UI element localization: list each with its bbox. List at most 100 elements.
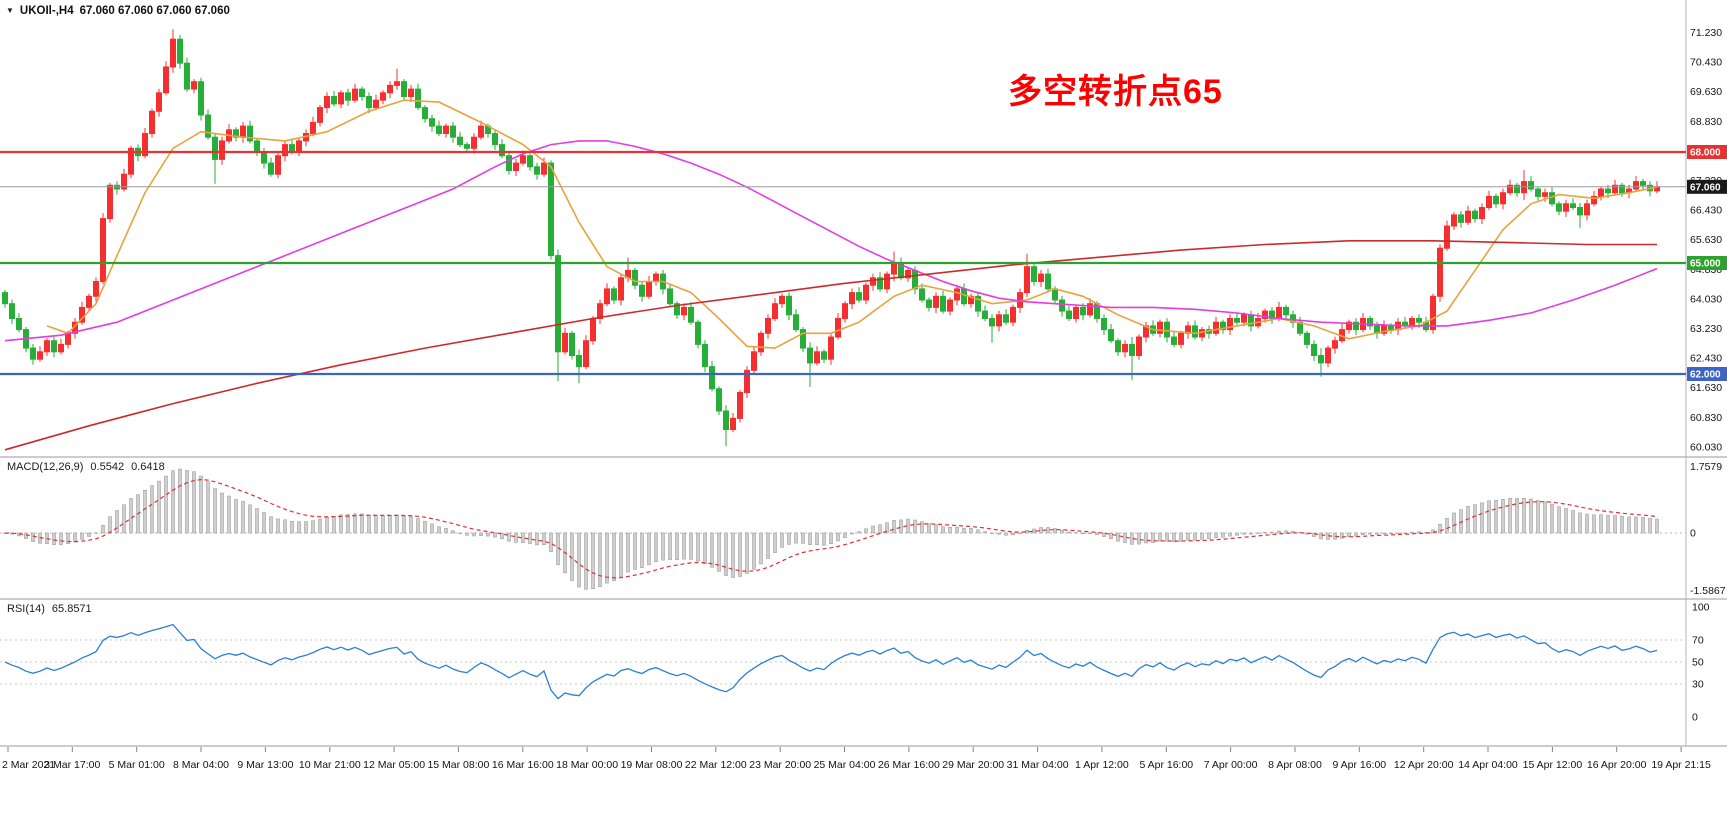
- candle: [779, 295, 785, 305]
- candle: [1024, 266, 1030, 294]
- candle: [513, 162, 519, 172]
- time-tick-label: 22 Mar 12:00: [685, 759, 747, 771]
- candle: [940, 295, 946, 312]
- candle: [1381, 325, 1387, 334]
- candle: [548, 162, 554, 257]
- candle: [1066, 310, 1072, 320]
- candle: [429, 118, 435, 127]
- candle: [450, 125, 456, 138]
- macd-axis-label: 0: [1690, 528, 1696, 540]
- ma-line-fast: [46, 99, 1658, 349]
- candle: [254, 140, 260, 153]
- rsi-axis-label: 50: [1692, 657, 1704, 669]
- candle: [107, 184, 113, 220]
- price-tick-label: 66.430: [1690, 205, 1722, 217]
- price-tick-label: 62.430: [1690, 353, 1722, 365]
- chart-annotation[interactable]: 多空转折点65: [1008, 73, 1223, 111]
- price-tick-label: 65.630: [1690, 234, 1722, 246]
- candle: [408, 88, 414, 97]
- candle: [1241, 314, 1247, 323]
- candle: [1353, 321, 1359, 331]
- candle: [730, 417, 736, 430]
- candle: [93, 281, 99, 297]
- candle: [1612, 184, 1618, 194]
- candle: [457, 136, 463, 146]
- candle: [702, 343, 708, 368]
- candle: [1486, 195, 1492, 208]
- candle: [373, 99, 379, 109]
- candle: [1311, 343, 1317, 356]
- time-tick-label: 5 Mar 01:00: [109, 759, 165, 771]
- time-tick-label: 9 Apr 16:00: [1332, 759, 1386, 771]
- price-tick-label: 63.230: [1690, 323, 1722, 335]
- candle: [975, 295, 981, 312]
- candle: [695, 321, 701, 345]
- candle: [786, 295, 792, 316]
- candle: [863, 284, 869, 301]
- candle: [905, 269, 911, 279]
- candle: [1010, 306, 1016, 323]
- candle: [478, 125, 484, 138]
- candle: [51, 340, 57, 353]
- candle: [58, 343, 64, 353]
- candle: [352, 88, 358, 101]
- candle: [1178, 332, 1184, 345]
- candle: [121, 173, 127, 190]
- candle: [1535, 188, 1541, 197]
- candle: [1192, 325, 1198, 338]
- candle: [884, 273, 890, 290]
- candle: [282, 144, 288, 157]
- candle: [618, 277, 624, 301]
- candle: [394, 81, 400, 86]
- candle: [1031, 266, 1037, 283]
- candle: [492, 133, 498, 146]
- candle: [2, 292, 8, 305]
- collapse-triangle-icon[interactable]: ▼: [6, 6, 14, 15]
- candle: [1080, 306, 1086, 316]
- time-tick-label: 10 Mar 21:00: [299, 759, 361, 771]
- candle: [219, 140, 225, 160]
- candle: [632, 269, 638, 286]
- candle: [611, 288, 617, 301]
- rsi-axis-label: 70: [1692, 635, 1704, 647]
- candle: [849, 292, 855, 305]
- candle: [576, 355, 582, 368]
- candle: [1514, 184, 1520, 194]
- macd-histogram: [3, 468, 1659, 590]
- candle: [212, 136, 218, 160]
- candle: [835, 318, 841, 338]
- candle: [800, 329, 806, 349]
- candle: [1416, 318, 1422, 323]
- candle: [1528, 181, 1534, 190]
- candle: [1633, 181, 1639, 190]
- price-badge: [1687, 145, 1727, 159]
- macd-hist-value: 0.5542: [90, 461, 125, 473]
- price-axis[interactable]: 71.23070.43069.63068.83067.23066.43065.6…: [1687, 27, 1727, 453]
- time-tick-label: 19 Mar 08:00: [621, 759, 683, 771]
- candle: [366, 96, 372, 109]
- time-tick-label: 9 Mar 13:00: [237, 759, 293, 771]
- candle: [86, 295, 92, 308]
- candle: [534, 166, 540, 175]
- candle: [331, 96, 337, 105]
- time-tick-label: 23 Mar 20:00: [749, 759, 811, 771]
- candle: [499, 144, 505, 157]
- candle: [422, 107, 428, 120]
- candle: [1129, 343, 1135, 356]
- candle: [758, 332, 764, 353]
- candle: [1563, 203, 1569, 212]
- price-badge: [1687, 367, 1727, 381]
- candle: [163, 66, 169, 94]
- candle: [1038, 273, 1044, 283]
- candle: [1199, 329, 1205, 338]
- symbol-period-label: UKOIl-,H4: [19, 5, 74, 17]
- candle: [1640, 181, 1646, 186]
- candle: [1542, 192, 1548, 197]
- time-tick-label: 7 Apr 00:00: [1204, 759, 1258, 771]
- symbol-header: ▼ UKOIl-,H4 67.060 67.060 67.060 67.060: [6, 5, 230, 17]
- candle: [1465, 210, 1471, 223]
- candle: [842, 303, 848, 320]
